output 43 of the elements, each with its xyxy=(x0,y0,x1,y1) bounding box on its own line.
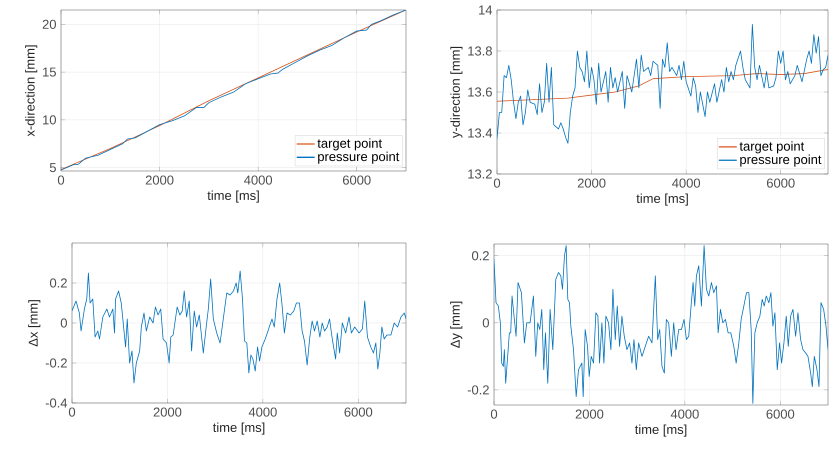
x-axis-title: time [ms] xyxy=(212,422,264,435)
x-tick-label: 2000 xyxy=(154,408,182,417)
y-tick-label: 14 xyxy=(479,6,492,14)
y-tick-label: 13.6 xyxy=(468,87,492,97)
x-tick-label: 2000 xyxy=(578,178,606,188)
y-axis-title: Δx [mm] xyxy=(28,300,40,346)
x-tick-label: 0 xyxy=(68,408,76,417)
y-tick-label: 5 xyxy=(50,163,56,172)
x-tick-label: 4000 xyxy=(244,176,272,185)
y-axis-title: Δy [mm] xyxy=(450,302,462,348)
y-tick-label: 0 xyxy=(482,318,489,328)
y-tick-label: 0.2 xyxy=(50,278,67,288)
y-tick-label: -0.4 xyxy=(46,398,68,408)
y-tick-label: 10 xyxy=(43,115,56,124)
x-axis-title: time [ms] xyxy=(207,190,259,203)
y-tick-label: 13.8 xyxy=(468,46,492,56)
y-axis-title: x-direction [mm] xyxy=(25,45,38,136)
y-tick-label: 15 xyxy=(43,68,56,77)
y-tick-label: -0.2 xyxy=(46,358,67,368)
x-tick-label: 2000 xyxy=(146,176,174,185)
y-tick-label: 0.2 xyxy=(472,251,489,260)
x-tick-label: 0 xyxy=(494,178,500,188)
legend-label: target point xyxy=(740,141,804,154)
x-axis-title: time [ms] xyxy=(636,194,688,206)
x-tick-label: 6000 xyxy=(766,410,794,419)
y-tick-label: 13.4 xyxy=(468,128,492,138)
x-tick-label: 6000 xyxy=(344,408,372,417)
legend-label: target point xyxy=(318,138,382,150)
x-tick-label: 4000 xyxy=(672,178,700,188)
y-tick-label: 13.2 xyxy=(468,169,492,179)
x-tick-label: 6000 xyxy=(342,176,371,185)
legend-label: pressure point xyxy=(318,152,400,164)
legend-label: pressure point xyxy=(740,154,822,167)
y-axis-title: y-direction [mm] xyxy=(450,46,462,138)
x-tick-label: 4000 xyxy=(670,410,699,419)
x-tick-label: 2000 xyxy=(576,410,604,419)
x-axis-title: time [ms] xyxy=(634,424,686,437)
y-tick-label: 20 xyxy=(42,20,56,29)
y-tick-label: -0.2 xyxy=(468,385,489,394)
x-tick-label: 4000 xyxy=(248,408,277,417)
y-tick-label: 0 xyxy=(60,318,67,328)
x-tick-label: 6000 xyxy=(766,178,795,188)
line-series xyxy=(497,69,828,102)
